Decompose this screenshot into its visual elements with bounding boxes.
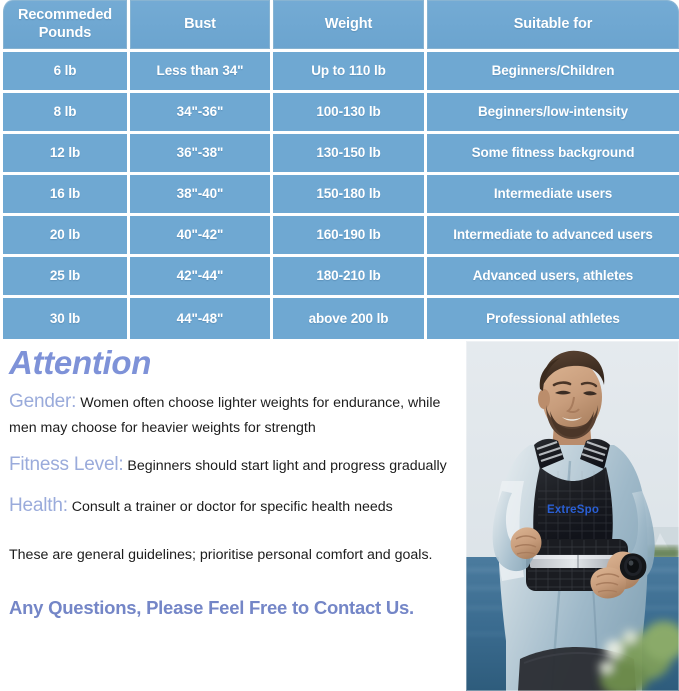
column-header-weight: Weight: [273, 0, 427, 52]
cell-weight: 150-180 lb: [273, 175, 427, 216]
cell-weight: 130-150 lb: [273, 134, 427, 175]
cell-pounds: 6 lb: [0, 52, 130, 93]
cell-suitable: Intermediate to advanced users: [427, 216, 679, 257]
cell-weight: Up to 110 lb: [273, 52, 427, 93]
cell-bust: 40"-42": [130, 216, 273, 257]
attention-label-health: Health:: [9, 495, 68, 517]
weighted-vest-size-table: Recommeded Pounds Bust Weight Suitable f…: [0, 0, 679, 341]
cell-suitable: Advanced users, athletes: [427, 257, 679, 298]
column-header-bust: Bust: [130, 0, 273, 52]
attention-label-gender: Gender:: [9, 390, 77, 412]
attention-note-health: Health: Consult a trainer or doctor for …: [9, 491, 457, 522]
attention-note-gender: Gender: Women often choose lighter weigh…: [9, 387, 457, 441]
cell-weight: 100-130 lb: [273, 93, 427, 134]
cell-pounds: 20 lb: [0, 216, 130, 257]
attention-note-fitness-level: Fitness Level: Beginners should start li…: [9, 450, 457, 481]
cell-pounds: 25 lb: [0, 257, 130, 298]
vest-brand-label: ExtreSpo: [547, 504, 599, 516]
cell-weight: 180-210 lb: [273, 257, 427, 298]
product-lifestyle-photo: ExtreSpo: [466, 341, 679, 691]
general-guidelines-note: These are general guidelines; prioritise…: [9, 546, 433, 563]
column-header-suitable-for: Suitable for: [427, 0, 679, 52]
cell-weight: 160-190 lb: [273, 216, 427, 257]
attention-label-fitness-level: Fitness Level:: [9, 454, 124, 476]
attention-section: Attention Gender: Women often choose lig…: [9, 344, 461, 686]
table-row: 25 lb 42"-44" 180-210 lb Advanced users,…: [0, 257, 679, 298]
cell-bust: 38"-40": [130, 175, 273, 216]
cell-bust: 44"-48": [130, 298, 273, 339]
cell-suitable: Some fitness background: [427, 134, 679, 175]
table-row: 8 lb 34"-36" 100-130 lb Beginners/low-in…: [0, 93, 679, 134]
runner-with-weighted-vest-illustration: ExtreSpo: [466, 341, 679, 691]
cell-pounds: 16 lb: [0, 175, 130, 216]
table-row: 12 lb 36"-38" 130-150 lb Some fitness ba…: [0, 134, 679, 175]
contact-us-line: Any Questions, Please Feel Free to Conta…: [9, 596, 414, 618]
attention-heading: Attention: [9, 344, 152, 381]
cell-pounds: 8 lb: [0, 93, 130, 134]
cell-weight: above 200 lb: [273, 298, 427, 339]
column-header-recommended-pounds: Recommeded Pounds: [0, 0, 130, 52]
cell-bust: 36"-38": [130, 134, 273, 175]
attention-text-health: Consult a trainer or doctor for specific…: [71, 499, 393, 516]
cell-suitable: Beginners/low-intensity: [427, 93, 679, 134]
table-row: 16 lb 38"-40" 150-180 lb Intermediate us…: [0, 175, 679, 216]
table-row: 6 lb Less than 34" Up to 110 lb Beginner…: [0, 52, 679, 93]
cell-suitable: Intermediate users: [427, 175, 679, 216]
cell-pounds: 12 lb: [0, 134, 130, 175]
cell-bust: 34"-36": [130, 93, 273, 134]
table-row: 30 lb 44"-48" above 200 lb Professional …: [0, 298, 679, 339]
attention-text-gender: Women often choose lighter weights for e…: [9, 394, 441, 437]
cell-pounds: 30 lb: [0, 298, 130, 339]
table-row: 20 lb 40"-42" 160-190 lb Intermediate to…: [0, 216, 679, 257]
cell-suitable: Professional athletes: [427, 298, 679, 339]
cell-bust: 42"-44": [130, 257, 273, 298]
table-header-row: Recommeded Pounds Bust Weight Suitable f…: [0, 0, 679, 52]
cell-suitable: Beginners/Children: [427, 52, 679, 93]
wristwatch-icon: [619, 553, 647, 580]
cell-bust: Less than 34": [130, 52, 273, 93]
attention-text-fitness-level: Beginners should start light and progres…: [127, 458, 447, 475]
